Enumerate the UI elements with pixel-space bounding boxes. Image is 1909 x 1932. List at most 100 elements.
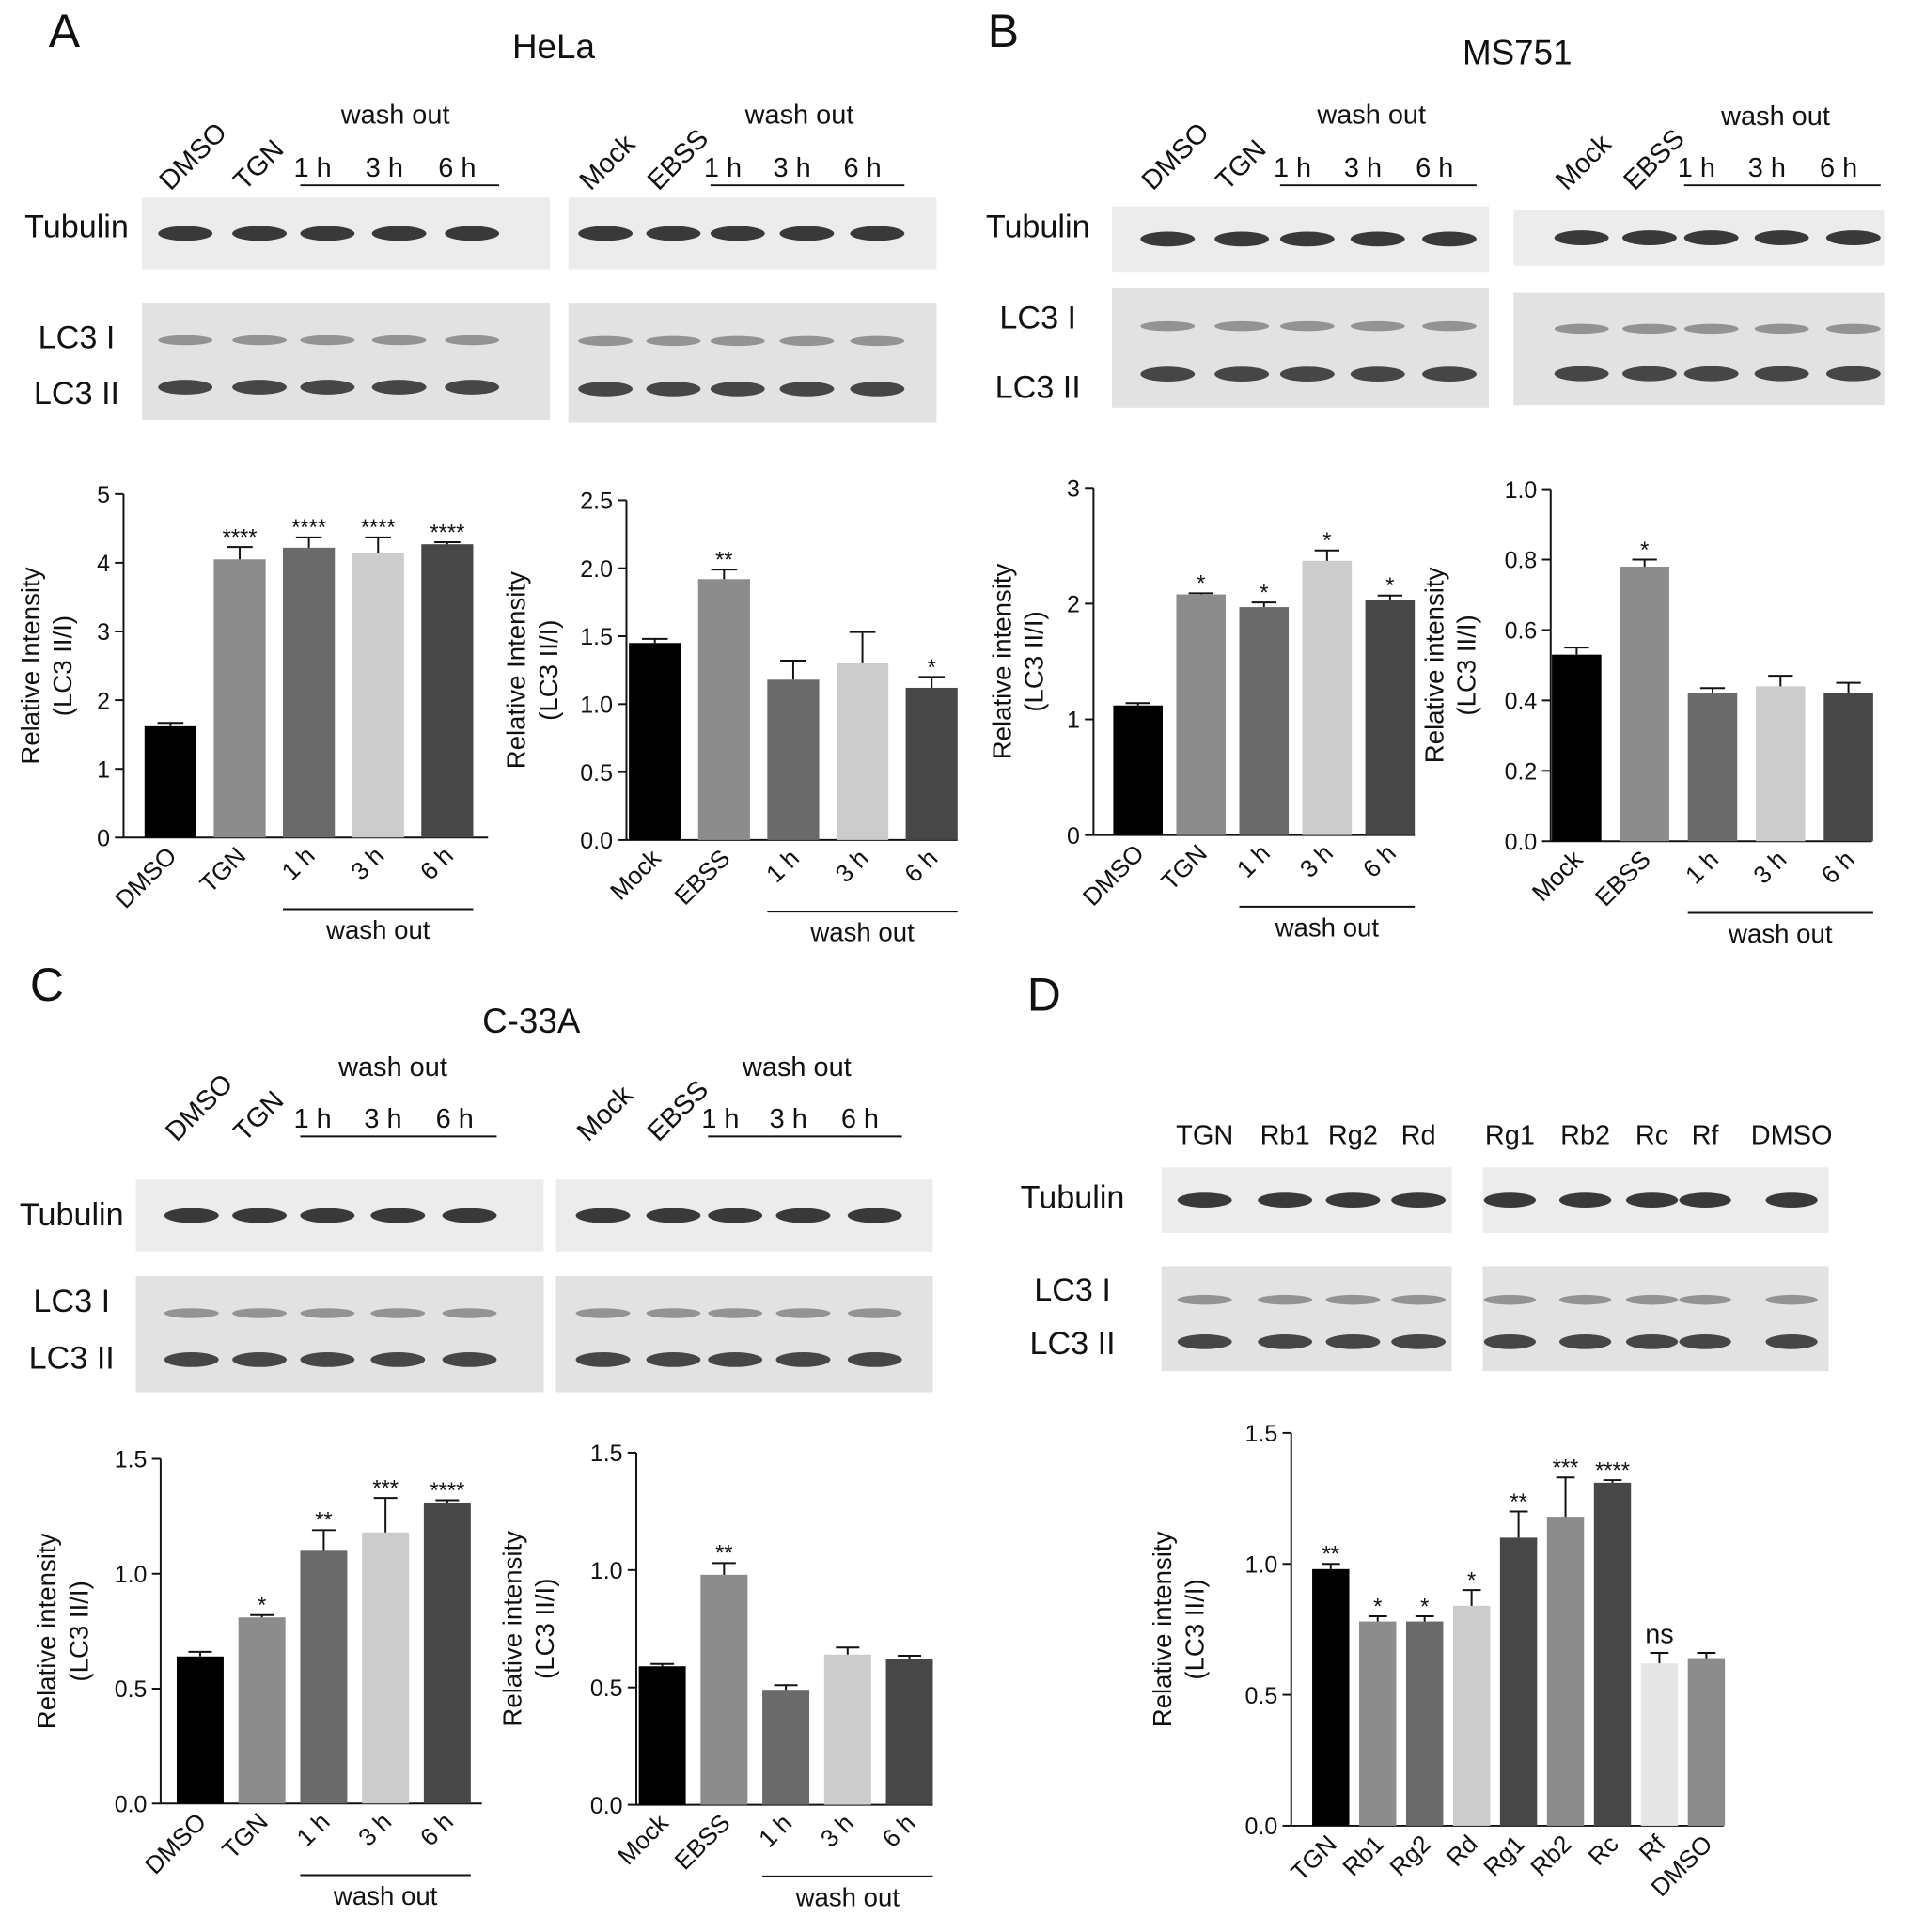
blot-lc3	[135, 1275, 544, 1393]
y-axis-label: Relative intensity	[987, 563, 1016, 759]
bar	[885, 1659, 933, 1805]
band	[1825, 230, 1881, 245]
significance-label: *	[1373, 1595, 1382, 1619]
bar	[823, 1654, 871, 1805]
error-bar	[1415, 1615, 1434, 1622]
y-tick-label: 1.5	[590, 1441, 623, 1467]
blot-lc3	[555, 1275, 933, 1393]
lane-label: 6 h	[436, 1104, 474, 1134]
y-tick-label: 5	[97, 482, 110, 508]
band	[1683, 366, 1739, 382]
band	[1483, 1192, 1537, 1208]
error-bar	[1564, 647, 1589, 655]
significance-label: *	[258, 1594, 266, 1618]
band	[370, 1208, 426, 1223]
lane-label: DMSO	[154, 117, 233, 196]
error-bar	[1697, 1652, 1716, 1659]
significance-label: *	[1197, 572, 1205, 597]
y-axis-label: (LC3 II/I)	[1180, 1579, 1209, 1679]
error-bar	[1188, 592, 1213, 595]
band	[575, 1308, 631, 1318]
error-bar	[1125, 702, 1150, 706]
significance-label: **	[1510, 1490, 1526, 1515]
error-bar	[1632, 558, 1657, 568]
band	[646, 1308, 701, 1318]
bar	[213, 559, 266, 838]
error-bar	[1603, 1479, 1622, 1483]
lane-label: TGN	[1211, 134, 1273, 196]
blot-header: wash out	[1720, 101, 1830, 132]
lane-label: Rg2	[1328, 1120, 1378, 1150]
band	[1140, 366, 1196, 382]
error-bar	[295, 536, 322, 548]
x-tick-label: Mock	[604, 843, 666, 905]
lane-label: 3 h	[1344, 153, 1382, 183]
band	[578, 382, 634, 397]
row-label: LC3 I	[33, 1284, 110, 1319]
band	[445, 226, 500, 242]
lane-label: 1 h	[1678, 153, 1715, 183]
lane-label: 6 h	[1416, 153, 1453, 183]
blot-lc3	[1161, 1266, 1452, 1372]
y-tick-label: 2.0	[580, 556, 613, 583]
error-bar	[365, 536, 392, 553]
band	[300, 1208, 355, 1223]
y-tick-label: 2.5	[580, 489, 613, 515]
x-tick-label: TGN	[1155, 839, 1212, 896]
band	[232, 1208, 287, 1223]
band	[779, 382, 835, 397]
band	[646, 1208, 701, 1223]
band	[1622, 366, 1677, 382]
x-tick-label: Rb1	[1338, 1830, 1389, 1881]
lane-label: Mock	[571, 1080, 639, 1147]
band	[158, 335, 213, 346]
bar	[1687, 693, 1738, 842]
bar	[1452, 1605, 1491, 1826]
y-tick-label: 0.8	[1505, 548, 1538, 574]
x-tick-label: 6 h	[899, 844, 943, 888]
error-bar	[434, 541, 461, 545]
row-label: LC3 II	[29, 1341, 115, 1377]
x-tick-label: 3 h	[345, 841, 389, 885]
band	[1258, 1192, 1313, 1208]
lane-label: DMSO	[1136, 117, 1215, 196]
band	[708, 1308, 763, 1318]
significance-label: *	[1640, 538, 1649, 563]
x-tick-label: Rc	[1583, 1830, 1624, 1871]
y-tick-label: 0	[1067, 823, 1080, 849]
x-tick-label: TGN	[216, 1807, 273, 1863]
y-axis-label: (LC3 II/I)	[534, 619, 563, 720]
error-bar	[641, 637, 668, 644]
y-tick-label: 1	[97, 756, 110, 783]
error-bar	[1556, 1476, 1575, 1518]
band	[575, 1352, 631, 1367]
y-tick-label: 0.0	[590, 1793, 623, 1819]
bar	[1365, 600, 1416, 835]
x-tick-label: DMSO	[1077, 839, 1150, 911]
y-tick-label: 3	[97, 619, 110, 646]
band	[710, 382, 765, 397]
band	[1177, 1334, 1232, 1349]
row-label: LC3 II	[1029, 1326, 1115, 1362]
bar	[762, 1690, 810, 1805]
bar	[1552, 654, 1602, 842]
y-axis-label: (LC3 II/I)	[530, 1579, 559, 1679]
bar	[352, 552, 404, 838]
lane-label: DMSO	[1751, 1120, 1833, 1150]
significance-label: ****	[430, 1479, 464, 1504]
y-axis-label: Relative Intensity	[16, 567, 45, 764]
y-axis-label: Relative intensity	[32, 1533, 61, 1729]
band	[1177, 1192, 1232, 1208]
y-axis-label: (LC3 II/I)	[48, 615, 77, 716]
y-tick-label: 2	[1067, 592, 1080, 618]
group-label: wash out	[1728, 919, 1833, 948]
error-bar	[1321, 1563, 1340, 1569]
band	[578, 226, 634, 242]
band	[1622, 230, 1677, 245]
band	[1258, 1294, 1313, 1305]
band	[442, 1208, 497, 1223]
band	[710, 226, 765, 242]
error-bar	[849, 631, 876, 663]
band	[1279, 231, 1335, 247]
